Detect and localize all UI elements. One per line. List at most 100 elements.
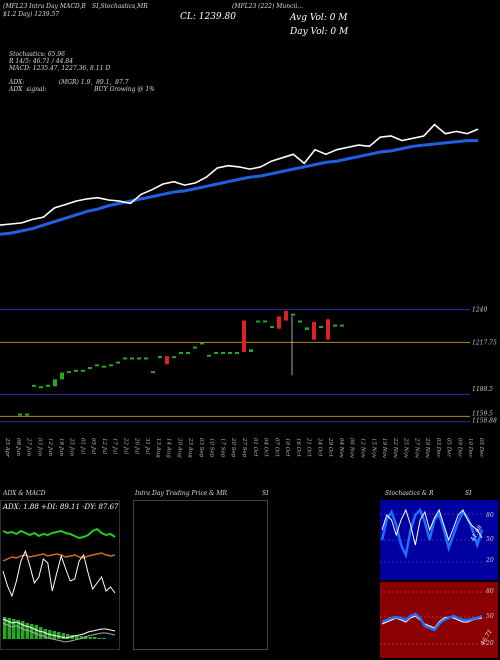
price-label: 1159.5 [472,411,493,418]
date-label: 12 Nov [360,438,366,459]
rsi-signal-line [381,615,483,629]
day-volume: Day Vol: 0 M [290,27,349,37]
macd-bar [57,632,61,639]
date-label: 29 Oct [327,437,333,457]
candle [144,357,148,360]
candle [74,369,78,372]
plus-di-line [2,527,116,540]
candle [249,349,253,352]
rsi-axis-50: 50 [486,613,494,620]
candle [179,352,183,354]
candle [123,357,127,360]
macd-bar [21,621,25,639]
candle [165,356,169,365]
candle [207,354,211,357]
price-label: 1217.75 [472,339,497,346]
date-label: 25 Nov [403,437,409,459]
candle [109,364,113,367]
candle [333,324,337,327]
macd-bar [66,634,70,639]
candle [235,352,239,354]
candle [263,320,267,323]
minus-di-line [2,552,116,562]
date-label: 24 Oct [316,437,322,457]
date-label: 04 Oct [263,438,269,457]
macd-readout: MACD: 1235.47, 1227.36, 8.11 D [9,65,111,72]
candle [284,310,288,321]
date-axis: 25 Apr 08 Jun 27 Jun 03 Jun 12 Jun 18 Jun 25 J… [4,437,484,459]
candle [256,320,260,323]
date-label: 22 Nov [392,437,398,459]
stoch-axis-20: 20 [486,557,494,564]
stoch-panel-title-si: SI [465,490,472,497]
candle [67,371,71,374]
date-label: 10 Oct [284,438,290,457]
macd-bar [43,629,47,639]
rsi-line [381,612,483,632]
candle [214,352,218,354]
macd-bar [88,637,92,639]
candle [137,357,141,360]
intraday-panel-title: Intra Day Trading Price & MR [135,490,228,497]
date-label: 03 Jun [36,438,42,456]
price-line-chart [0,123,479,236]
date-label: 27 Sep [241,437,247,458]
date-label: 27 Nov [413,437,419,459]
candle [32,384,36,387]
adx-panel-title: ADX & MACD [3,490,46,497]
candle [25,413,29,416]
candle [130,357,134,360]
date-label: 20 Aug [176,437,182,458]
date-label: 23 Aug [187,437,193,458]
adx-lines [2,527,116,643]
date-label: 05 Jul [90,438,96,454]
macd-bar [3,617,7,639]
candle [312,321,316,340]
date-label: 03 Sep [198,438,204,458]
date-label: 04 Nov [338,438,344,459]
stochastics-panel: 80 50 20 41.98 [380,500,498,580]
candle [319,326,323,328]
candle [172,356,176,359]
date-label: 12 Jun [47,438,53,456]
macd-bar [102,638,106,639]
date-label: 25 Apr [4,437,10,457]
adx-readout: ADX: (MGR) 1.9, 89.1, 87.7 [9,79,129,86]
date-label: 31 Jul [144,438,150,454]
date-label: 12 Jul [101,438,107,454]
date-label: 29 Nov [424,437,430,459]
rsi-panel: 80 50 20 46.71 [380,582,498,658]
intraday-panel [133,500,268,650]
candle [53,379,57,387]
date-label: 21 Oct [306,437,312,457]
date-label: 10 Sep [209,438,215,458]
date-label: 10 Dec [467,438,473,458]
candle [326,319,330,340]
date-label: 09 Dec [456,438,462,458]
candle [291,313,295,316]
stoch-lines [380,507,484,563]
date-label: 13 Aug [155,438,161,458]
stoch-readout: Stochastics: 65.96 [9,51,65,58]
date-label: 15 Nov [370,438,376,459]
candle [95,364,99,367]
date-label: 03 Dec [435,438,441,458]
price-label: 1240 [472,307,487,314]
date-label: 01 Oct [252,438,258,457]
price-line [0,123,479,226]
candle [228,352,232,354]
macd-bar [93,637,97,639]
macd-bar [79,636,83,639]
macd-bar [12,619,16,639]
candle [221,352,225,354]
candle [116,361,120,364]
price-label: 1158.88 [472,417,497,424]
date-label: 01 Jul [79,438,85,454]
candle [277,316,281,329]
chart-subtitle: $1.2 Day) 1239.57 [3,11,60,18]
stochastics-title: SI,Stochastics,MR [92,3,148,10]
adx-values: ADX: 1.88 +DI: 89.11 -DY: 87.67 [3,503,119,511]
stoch-axis-50: 50 [486,536,494,543]
date-label: 07 Oct [273,438,279,457]
